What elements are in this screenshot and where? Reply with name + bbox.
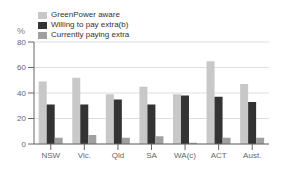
svg-text:Vic.: Vic. (78, 151, 91, 160)
svg-text:NSW: NSW (41, 151, 60, 160)
svg-text:%: % (17, 26, 25, 36)
svg-text:Aust.: Aust. (243, 151, 261, 160)
svg-text:WA(c): WA(c) (174, 151, 196, 160)
svg-text:Qld: Qld (112, 151, 124, 160)
html-text:GreenPower aware: GreenPower aware (51, 10, 120, 19)
html-text:Willing to pay extra(b): Willing to pay extra(b) (51, 20, 129, 29)
html-text:Currently paying extra: Currently paying extra (51, 30, 130, 39)
svg-text:60: 60 (17, 63, 26, 72)
svg-text:0: 0 (22, 140, 27, 149)
svg-text:ACT: ACT (211, 151, 227, 160)
svg-text:40: 40 (17, 89, 26, 98)
svg-text:SA: SA (146, 151, 157, 160)
svg-text:20: 20 (17, 114, 26, 123)
svg-text:80: 80 (17, 38, 26, 47)
